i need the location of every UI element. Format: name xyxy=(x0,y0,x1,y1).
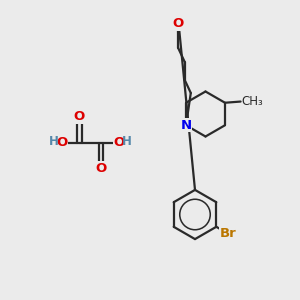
Text: O: O xyxy=(113,136,125,149)
Text: O: O xyxy=(56,136,67,149)
Text: CH₃: CH₃ xyxy=(241,95,263,108)
Text: O: O xyxy=(74,110,85,124)
Text: O: O xyxy=(95,161,107,175)
Text: Br: Br xyxy=(220,227,236,240)
Text: N: N xyxy=(181,119,192,132)
Text: O: O xyxy=(172,17,184,30)
Text: H: H xyxy=(122,135,132,148)
Text: H: H xyxy=(49,135,58,148)
